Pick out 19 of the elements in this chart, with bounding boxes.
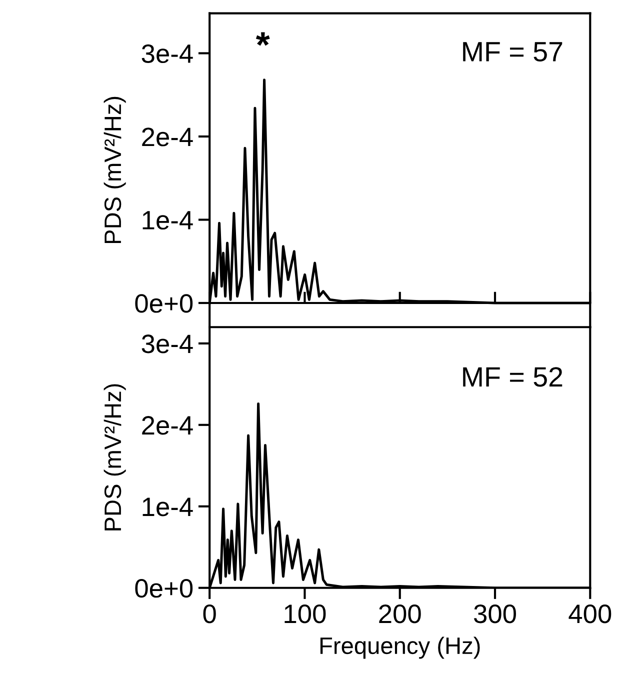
y-tick-label: 3e-4 xyxy=(142,334,193,354)
annotation: MF = 57 xyxy=(463,42,562,62)
y-tick-label: 2e-4 xyxy=(142,128,193,146)
y-tick-label: 1e-4 xyxy=(142,498,193,516)
x-axis-title: Frequency (Hz) xyxy=(320,636,480,659)
y-axis-title: PDS (mV²/Hz) xyxy=(104,96,126,244)
x-tick-label: 100 xyxy=(284,604,326,624)
annotation: * xyxy=(256,32,270,46)
x-tick-label: 300 xyxy=(474,604,516,624)
x-tick-label: 400 xyxy=(568,604,612,624)
y-tick-label: 1e-4 xyxy=(142,211,193,230)
y-axis-title: PDS (mV²/Hz) xyxy=(104,384,126,530)
y-tick-label: 0e+0 xyxy=(135,294,193,313)
x-tick-label: 0 xyxy=(203,604,216,624)
y-tick-label: 0e+0 xyxy=(135,578,193,598)
y-tick-label: 2e-4 xyxy=(142,416,193,435)
annotation: MF = 52 xyxy=(463,367,562,387)
x-tick-label: 200 xyxy=(379,604,421,624)
y-tick-label: 3e-4 xyxy=(142,44,193,64)
